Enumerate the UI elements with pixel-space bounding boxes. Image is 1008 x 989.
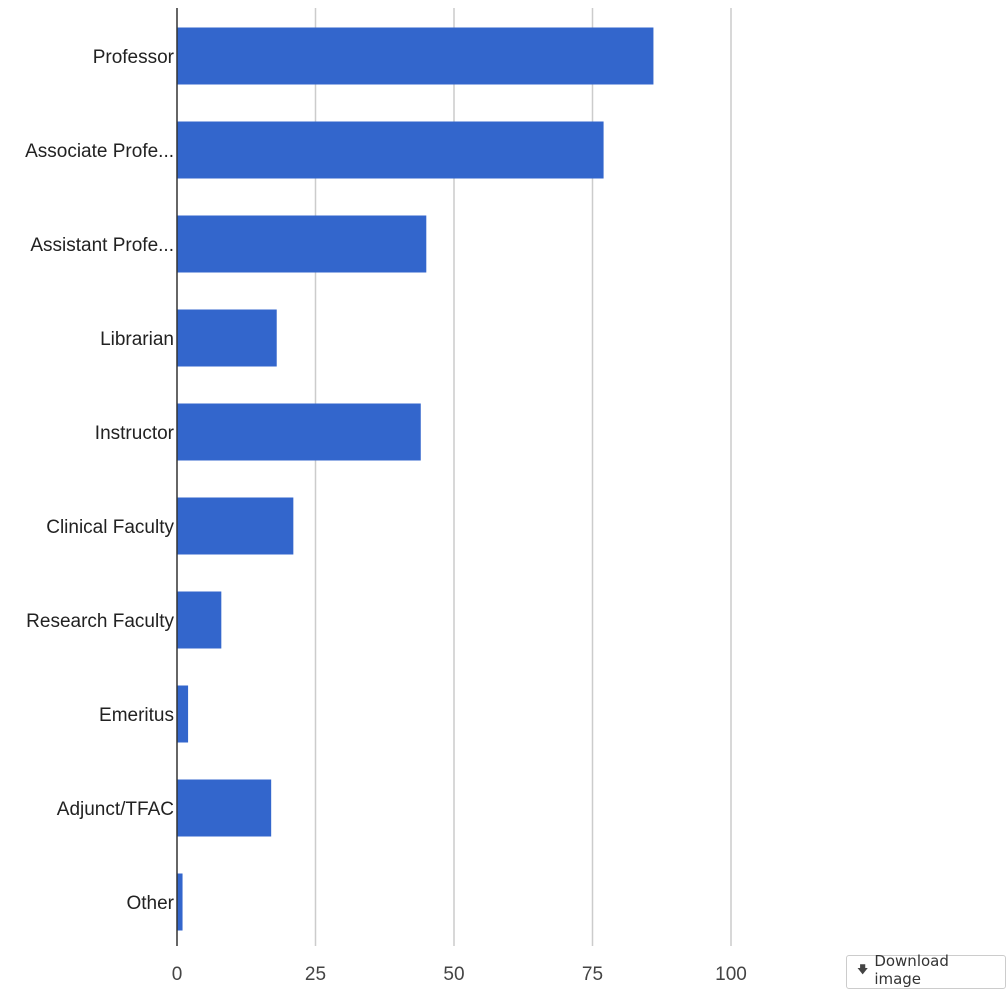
- bar[interactable]: [177, 309, 277, 367]
- x-tick-label: 25: [305, 964, 326, 985]
- category-label: Instructor: [95, 423, 175, 444]
- bar[interactable]: [177, 121, 604, 179]
- category-label: Associate Profe...: [25, 141, 174, 162]
- bar[interactable]: [177, 873, 183, 931]
- bar[interactable]: [177, 497, 294, 555]
- bar[interactable]: [177, 215, 427, 273]
- category-label: Research Faculty: [26, 611, 174, 632]
- bar[interactable]: [177, 779, 272, 837]
- category-label: Emeritus: [99, 705, 174, 726]
- category-label: Adjunct/TFAC: [57, 799, 174, 820]
- download-image-button[interactable]: 🡇 Download image: [846, 952, 1006, 989]
- x-tick-label: 0: [172, 964, 183, 985]
- bars: [177, 27, 654, 931]
- category-labels: Professor Associate Profe... Assistant Pro…: [25, 47, 175, 914]
- category-label: Other: [126, 893, 174, 914]
- x-tick-label: 75: [582, 964, 603, 985]
- download-arrow-icon: 🡇: [857, 962, 869, 976]
- x-tick-label: 100: [715, 964, 747, 985]
- download-image-label: Download image: [874, 952, 949, 988]
- bar[interactable]: [177, 27, 654, 85]
- category-label: Librarian: [100, 329, 174, 350]
- category-label: Professor: [93, 47, 175, 68]
- bar[interactable]: [177, 685, 189, 743]
- category-label: Clinical Faculty: [46, 517, 174, 538]
- bar[interactable]: [177, 591, 222, 649]
- category-label: Assistant Profe...: [30, 235, 174, 256]
- x-tick-label: 50: [443, 964, 464, 985]
- bar[interactable]: [177, 403, 421, 461]
- x-tick-labels: 0 25 50 75 100: [172, 964, 747, 985]
